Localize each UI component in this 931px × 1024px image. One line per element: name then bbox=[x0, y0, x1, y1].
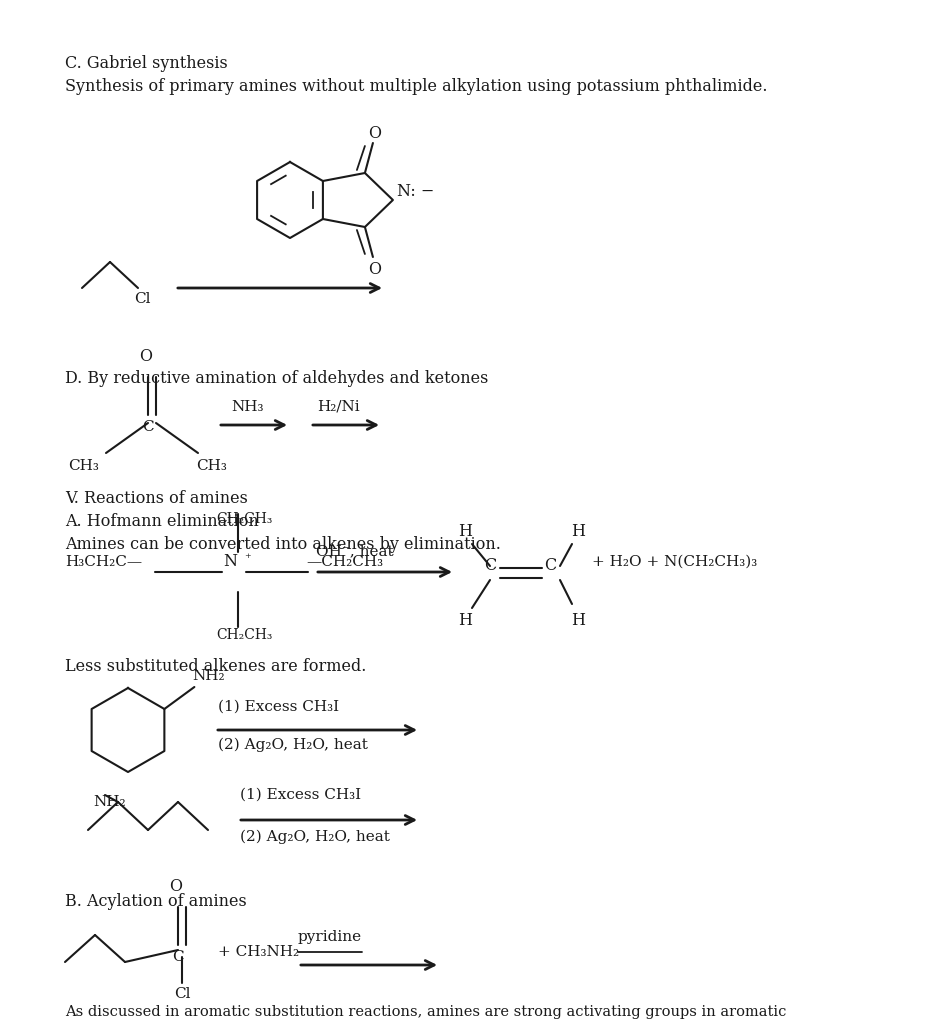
Text: (1) Excess CH₃I: (1) Excess CH₃I bbox=[218, 700, 339, 714]
Text: CH₂CH₃: CH₂CH₃ bbox=[216, 512, 273, 526]
Text: D. By reductive amination of aldehydes and ketones: D. By reductive amination of aldehydes a… bbox=[65, 370, 489, 387]
Text: ⁺: ⁺ bbox=[244, 552, 250, 565]
Text: H₂/Ni: H₂/Ni bbox=[317, 400, 359, 414]
Text: N: −: N: − bbox=[397, 183, 434, 201]
Text: + H₂O + N(CH₂CH₃)₃: + H₂O + N(CH₂CH₃)₃ bbox=[592, 555, 757, 569]
Text: H: H bbox=[571, 612, 585, 629]
Text: (1) Excess CH₃I: (1) Excess CH₃I bbox=[240, 788, 361, 802]
Text: C. Gabriel synthesis: C. Gabriel synthesis bbox=[65, 55, 228, 72]
Text: —CH₂CH₃: —CH₂CH₃ bbox=[306, 555, 384, 569]
Text: Less substituted alkenes are formed.: Less substituted alkenes are formed. bbox=[65, 658, 367, 675]
Text: H₃CH₂C—: H₃CH₂C— bbox=[65, 555, 142, 569]
Text: V. Reactions of amines: V. Reactions of amines bbox=[65, 490, 248, 507]
Text: + CH₃NH₂: + CH₃NH₂ bbox=[218, 945, 299, 959]
Text: O: O bbox=[369, 125, 382, 142]
Text: As discussed in aromatic substitution reactions, amines are strong activating gr: As discussed in aromatic substitution re… bbox=[65, 1005, 787, 1019]
Text: NH₂: NH₂ bbox=[193, 669, 225, 683]
Text: NH₂: NH₂ bbox=[93, 795, 126, 809]
Text: OH⁻, heat: OH⁻, heat bbox=[317, 544, 394, 558]
Text: (2) Ag₂O, H₂O, heat: (2) Ag₂O, H₂O, heat bbox=[218, 738, 368, 753]
Text: pyridine: pyridine bbox=[298, 930, 362, 944]
Text: CH₃: CH₃ bbox=[196, 459, 227, 473]
Text: CH₂CH₃: CH₂CH₃ bbox=[216, 628, 273, 642]
Text: O: O bbox=[369, 261, 382, 278]
Text: Synthesis of primary amines without multiple alkylation using potassium phthalim: Synthesis of primary amines without mult… bbox=[65, 78, 767, 95]
Text: B. Acylation of amines: B. Acylation of amines bbox=[65, 893, 247, 910]
Text: O: O bbox=[169, 878, 182, 895]
Text: A. Hofmann elimination: A. Hofmann elimination bbox=[65, 513, 259, 530]
Text: Amines can be converted into alkenes by elimination.: Amines can be converted into alkenes by … bbox=[65, 536, 501, 553]
Text: C: C bbox=[142, 420, 154, 434]
Text: N: N bbox=[223, 554, 237, 570]
Text: Cl: Cl bbox=[174, 987, 191, 1001]
Text: Cl: Cl bbox=[134, 292, 151, 306]
Text: C: C bbox=[172, 950, 183, 964]
Text: H: H bbox=[458, 612, 472, 629]
Text: H: H bbox=[458, 523, 472, 540]
Text: O: O bbox=[140, 348, 153, 365]
Text: (2) Ag₂O, H₂O, heat: (2) Ag₂O, H₂O, heat bbox=[240, 830, 390, 845]
Text: C: C bbox=[544, 557, 556, 574]
Text: C: C bbox=[484, 557, 496, 574]
Text: H: H bbox=[571, 523, 585, 540]
Text: CH₃: CH₃ bbox=[68, 459, 99, 473]
Text: NH₃: NH₃ bbox=[232, 400, 264, 414]
